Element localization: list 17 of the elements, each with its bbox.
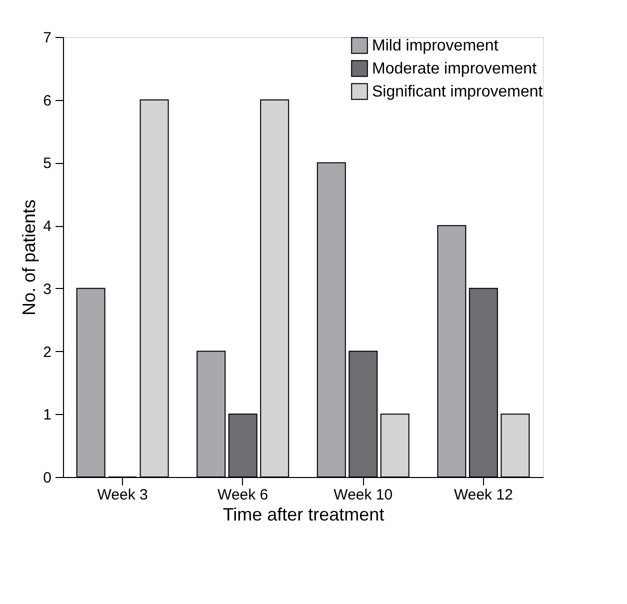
y-axis-title: No. of patients (19, 199, 40, 316)
legend-label: Moderate improvement (372, 60, 538, 78)
y-tick-label: 4 (43, 218, 52, 236)
y-tick-label: 2 (43, 344, 52, 361)
x-axis-title: Time after treatment (222, 504, 384, 524)
y-tick-label: 6 (43, 92, 52, 110)
x-tick-label: Week 3 (97, 486, 148, 504)
legend-label: Mild improvement (372, 38, 499, 54)
y-tick-label: 3 (43, 280, 52, 298)
y-tick-label: 0 (43, 470, 52, 486)
legend-label: Significant improvement (372, 84, 544, 100)
x-tick-label: Week 12 (454, 486, 513, 504)
y-tick-label: 1 (43, 406, 52, 424)
y-tick-label: 5 (43, 155, 52, 172)
x-tick-label: Week 10 (334, 486, 393, 504)
y-tick-label: 7 (43, 30, 52, 46)
x-tick-label: Week 6 (218, 486, 268, 504)
